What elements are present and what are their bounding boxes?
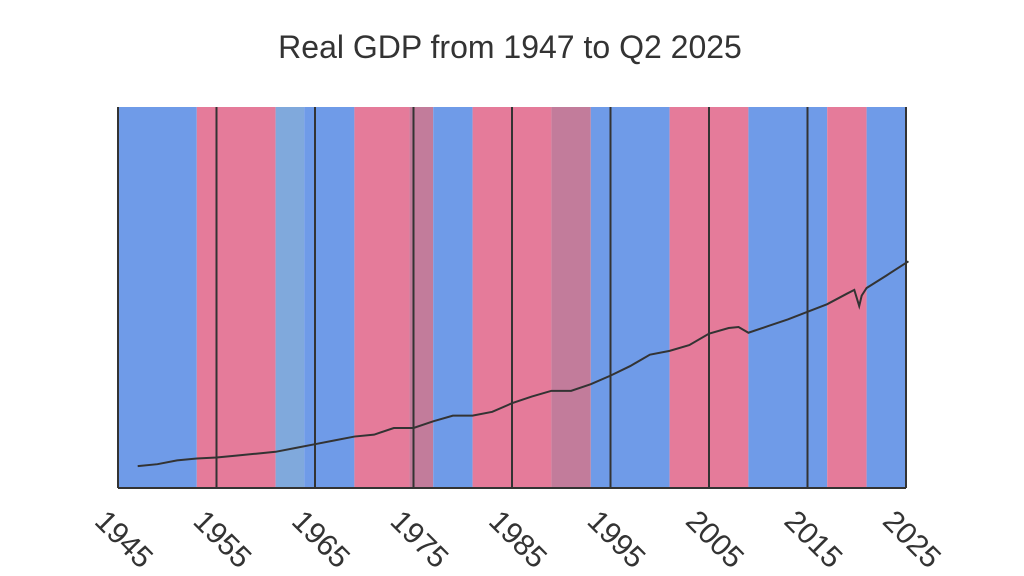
period-band (590, 107, 670, 488)
x-tick-label: 1965 (285, 504, 356, 575)
period-band (748, 107, 828, 488)
period-band (118, 107, 197, 488)
gdp-line (137, 260, 910, 468)
period-band (827, 107, 867, 488)
period-band (354, 107, 410, 488)
x-tick-label: 1955 (187, 504, 258, 575)
chart-title: Real GDP from 1947 to Q2 2025 (278, 29, 742, 65)
x-tick-label: 2015 (778, 504, 849, 575)
period-band (409, 107, 434, 488)
x-tick-label: 2025 (876, 504, 947, 575)
period-band (551, 107, 591, 488)
period-band (275, 107, 305, 488)
period-band (433, 107, 473, 488)
period-band (304, 107, 355, 488)
x-tick-label: 1975 (384, 504, 455, 575)
x-tick-label: 1995 (581, 504, 652, 575)
period-band (196, 107, 276, 488)
x-tick-label: 2005 (679, 504, 750, 575)
period-band (866, 107, 906, 488)
x-tick-label: 1985 (482, 504, 553, 575)
x-tick-label: 1945 (88, 504, 159, 575)
